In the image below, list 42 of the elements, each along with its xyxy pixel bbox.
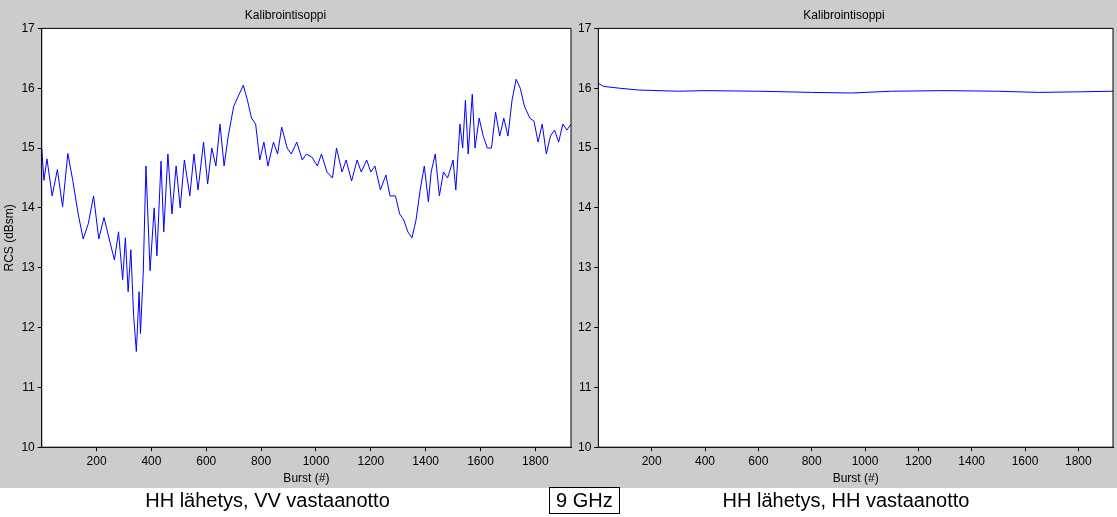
y-tick-label: 14 — [21, 200, 36, 215]
y-axis-title: RCS (dBsm) — [1, 204, 16, 272]
x-tick-label: 1800 — [1064, 453, 1092, 468]
x-tick-label: 1200 — [357, 453, 385, 468]
chart-title: Kalibrointisoppi — [244, 7, 327, 22]
y-tick-label: 13 — [21, 260, 36, 275]
x-tick-label: 1600 — [467, 453, 495, 468]
y-tick-label: 14 — [577, 200, 592, 215]
y-tick-label: 11 — [578, 379, 592, 394]
x-tick-label: 1600 — [1011, 453, 1039, 468]
x-tick-label: 200 — [641, 453, 663, 468]
x-tick-label: 1000 — [851, 453, 879, 468]
x-axis-title: Burst (#) — [283, 471, 330, 486]
y-tick-label: 17 — [577, 20, 592, 35]
text: HH lähetys, HH vastaanotto — [722, 489, 970, 511]
text: HH lähetys, VV vastaanotto — [144, 489, 391, 512]
y-tick-label: 10 — [21, 439, 36, 454]
y-tick-label: 13 — [577, 260, 592, 275]
y-tick-label: 11 — [22, 379, 36, 394]
y-tick-label: 16 — [21, 80, 36, 95]
x-tick-label: 800 — [801, 453, 823, 468]
y-tick-label: 10 — [577, 439, 592, 454]
y-tick-label: 15 — [577, 140, 592, 155]
x-tick-label: 1200 — [904, 453, 933, 468]
text: 9 GHz — [549, 487, 620, 514]
x-tick-label: 1000 — [302, 453, 330, 468]
chart-title: Kalibrointisoppi — [803, 7, 885, 22]
x-tick-label: 400 — [141, 453, 162, 468]
x-tick-label: 600 — [748, 453, 769, 468]
y-tick-label: 12 — [21, 319, 36, 334]
x-tick-label: 800 — [251, 453, 272, 468]
y-tick-label: 15 — [21, 140, 36, 155]
x-tick-label: 1400 — [958, 453, 986, 468]
x-tick-label: 600 — [196, 453, 217, 468]
y-tick-label: 12 — [577, 319, 592, 334]
y-tick-label: 17 — [21, 20, 36, 35]
x-tick-label: 1800 — [522, 453, 550, 468]
x-axis-title: Burst (#) — [832, 471, 879, 486]
x-tick-label: 400 — [695, 453, 716, 468]
x-tick-label: 1400 — [412, 453, 440, 468]
x-tick-label: 200 — [86, 453, 107, 468]
y-tick-label: 16 — [577, 80, 592, 95]
